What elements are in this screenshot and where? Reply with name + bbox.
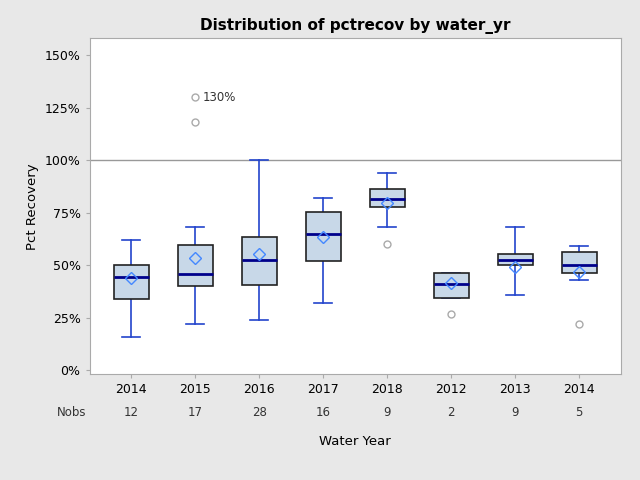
Bar: [369, 189, 404, 207]
Text: 2: 2: [447, 406, 455, 419]
Bar: [241, 237, 276, 285]
Text: 9: 9: [383, 406, 391, 419]
Text: 12: 12: [124, 406, 139, 419]
Y-axis label: Pct Recovery: Pct Recovery: [26, 163, 39, 250]
Text: 130%: 130%: [203, 91, 236, 104]
Text: 17: 17: [188, 406, 203, 419]
Bar: [114, 265, 148, 299]
Title: Distribution of pctrecov by water_yr: Distribution of pctrecov by water_yr: [200, 18, 511, 34]
Bar: [177, 245, 212, 286]
Text: 16: 16: [316, 406, 331, 419]
Text: 28: 28: [252, 406, 267, 419]
Bar: [433, 273, 468, 298]
Text: 5: 5: [575, 406, 583, 419]
Text: 9: 9: [511, 406, 519, 419]
Bar: [306, 212, 340, 261]
Bar: [497, 253, 532, 265]
X-axis label: Water Year: Water Year: [319, 435, 391, 448]
Text: Nobs: Nobs: [57, 406, 86, 419]
Bar: [562, 252, 596, 273]
